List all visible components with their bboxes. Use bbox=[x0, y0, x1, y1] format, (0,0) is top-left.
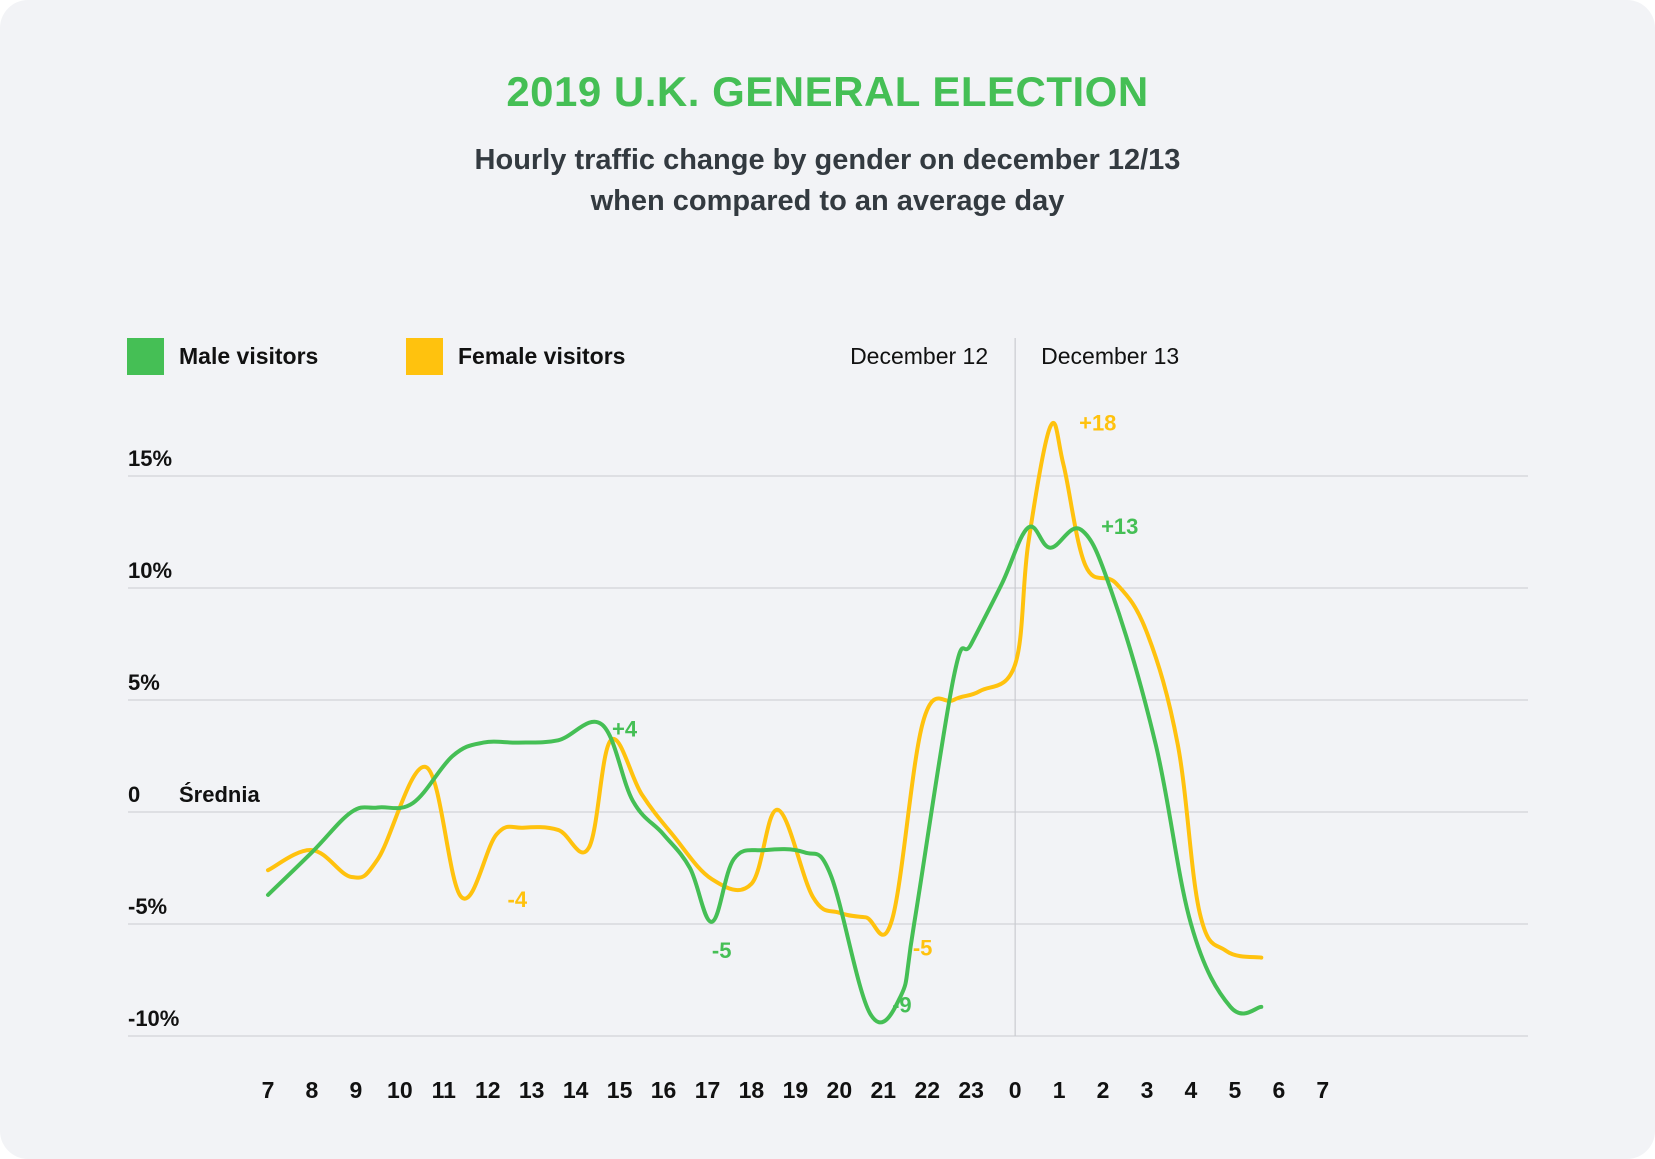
x-tick-label: 4 bbox=[1185, 1077, 1198, 1103]
y-tick-label: -10% bbox=[128, 1006, 179, 1031]
chart-subtitle: Hourly traffic change by gender on decem… bbox=[0, 140, 1655, 222]
series-line-female-visitors bbox=[266, 420, 1264, 960]
legend-swatch-male bbox=[127, 338, 164, 375]
series-lines bbox=[266, 420, 1264, 1025]
x-tick-label: 3 bbox=[1141, 1077, 1154, 1103]
x-tick-label: 18 bbox=[739, 1077, 765, 1103]
x-tick-label: 9 bbox=[350, 1077, 363, 1103]
gridlines bbox=[128, 475, 1528, 1037]
annotation-female-visitors: -5 bbox=[913, 936, 933, 961]
legend: Male visitors Female visitors bbox=[127, 338, 625, 375]
x-tick-label: 22 bbox=[914, 1077, 940, 1103]
x-tick-label: 21 bbox=[871, 1077, 897, 1103]
legend-label-male: Male visitors bbox=[179, 343, 318, 369]
x-tick-label: 13 bbox=[519, 1077, 545, 1103]
annotation-female-visitors: +18 bbox=[1079, 411, 1116, 436]
subtitle-line-2: when compared to an average day bbox=[590, 185, 1065, 217]
annotation-male-visitors: +13 bbox=[1101, 514, 1138, 539]
y-tick-label: 15% bbox=[128, 446, 172, 471]
annotation-female-visitors: -4 bbox=[508, 887, 528, 912]
series-line-male-visitors bbox=[266, 524, 1264, 1025]
x-axis-ticks: 7 8 9 10 11 12 13 14 15 16 17 18 19 20 21 22 23 0 1 2 3 4 5 6 7 bbox=[262, 1077, 1330, 1103]
y-axis-ticks: 15% 10% 5% 0 -5% -10% bbox=[128, 446, 179, 1031]
x-tick-label: 17 bbox=[695, 1077, 721, 1103]
x-tick-label: 2 bbox=[1097, 1077, 1110, 1103]
x-tick-label: 14 bbox=[563, 1077, 589, 1103]
day-label-december-13: December 13 bbox=[1041, 343, 1179, 369]
subtitle-line-1: Hourly traffic change by gender on decem… bbox=[474, 144, 1181, 176]
legend-label-female: Female visitors bbox=[458, 343, 625, 369]
x-tick-label: 5 bbox=[1229, 1077, 1242, 1103]
annotation-male-visitors: -5 bbox=[712, 938, 732, 963]
x-tick-label: 8 bbox=[306, 1077, 319, 1103]
x-tick-label: 11 bbox=[432, 1077, 457, 1103]
x-tick-label: 23 bbox=[958, 1077, 984, 1103]
x-tick-label: 15 bbox=[607, 1077, 633, 1103]
y-tick-label: 10% bbox=[128, 558, 172, 583]
x-tick-label: 16 bbox=[651, 1077, 677, 1103]
y-tick-label: 5% bbox=[128, 670, 160, 695]
series-annotations: +4 -5 -9 +13 -4 -5 +18 bbox=[508, 411, 1139, 1018]
chart-title: 2019 U.K. GENERAL ELECTION bbox=[506, 68, 1149, 115]
legend-swatch-female bbox=[406, 338, 443, 375]
y-tick-label: 0 bbox=[128, 782, 140, 807]
x-tick-label: 19 bbox=[783, 1077, 809, 1103]
x-tick-label: 1 bbox=[1053, 1077, 1066, 1103]
y-tick-label: -5% bbox=[128, 894, 167, 919]
x-tick-label: 0 bbox=[1009, 1077, 1022, 1103]
annotation-male-visitors: +4 bbox=[612, 717, 638, 742]
x-tick-label: 7 bbox=[1316, 1077, 1329, 1103]
x-tick-label: 10 bbox=[387, 1077, 413, 1103]
x-tick-label: 7 bbox=[262, 1077, 275, 1103]
x-tick-label: 12 bbox=[475, 1077, 501, 1103]
zero-average-label: Średnia bbox=[179, 782, 260, 807]
annotation-male-visitors: -9 bbox=[892, 993, 912, 1018]
day-label-december-12: December 12 bbox=[850, 343, 988, 369]
x-tick-label: 6 bbox=[1272, 1077, 1285, 1103]
x-tick-label: 20 bbox=[827, 1077, 853, 1103]
